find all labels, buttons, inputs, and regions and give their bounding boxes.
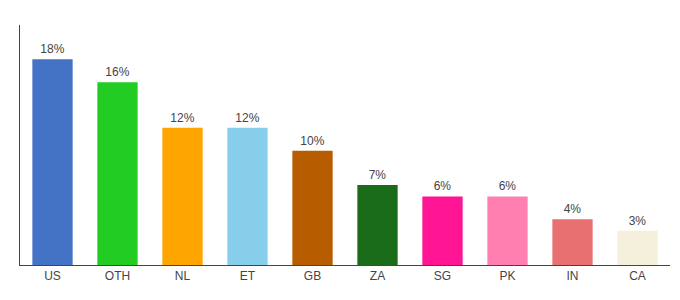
svg-text:6%: 6% xyxy=(434,179,452,193)
svg-text:CA: CA xyxy=(629,269,646,283)
svg-text:4%: 4% xyxy=(564,202,582,216)
svg-text:16%: 16% xyxy=(105,65,129,79)
svg-text:7%: 7% xyxy=(369,168,387,182)
svg-text:OTH: OTH xyxy=(105,269,130,283)
svg-text:US: US xyxy=(44,269,61,283)
svg-text:10%: 10% xyxy=(300,134,324,148)
svg-text:12%: 12% xyxy=(235,111,259,125)
svg-text:IN: IN xyxy=(567,269,579,283)
svg-text:12%: 12% xyxy=(170,111,194,125)
svg-text:ET: ET xyxy=(240,269,256,283)
svg-text:3%: 3% xyxy=(629,214,647,228)
svg-text:ZA: ZA xyxy=(370,269,385,283)
svg-text:GB: GB xyxy=(304,269,321,283)
svg-text:SG: SG xyxy=(434,269,451,283)
svg-text:NL: NL xyxy=(175,269,191,283)
svg-text:18%: 18% xyxy=(40,42,64,56)
svg-text:PK: PK xyxy=(499,269,515,283)
svg-text:6%: 6% xyxy=(499,179,517,193)
